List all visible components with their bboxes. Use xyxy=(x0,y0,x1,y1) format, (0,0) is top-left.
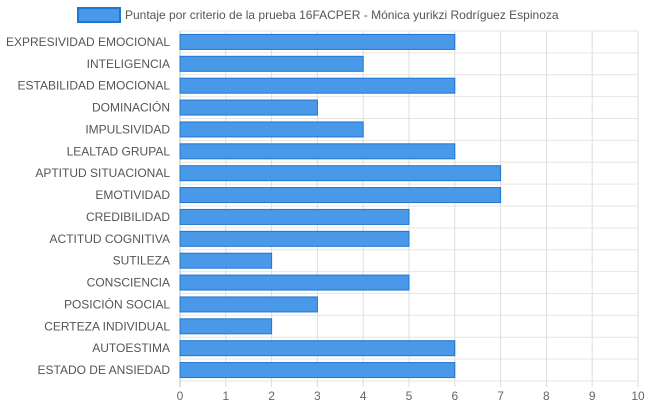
x-tick-label: 7 xyxy=(497,389,504,403)
x-axis-tick-labels: 0 1 2 3 4 5 6 7 8 9 10 xyxy=(177,389,645,403)
category-label: SUTILEZA xyxy=(113,254,170,268)
category-label: DOMINACIÓN xyxy=(92,100,170,115)
bar[interactable] xyxy=(179,121,364,138)
category-label: APTITUD SITUACIONAL xyxy=(35,166,170,180)
bar[interactable] xyxy=(179,55,364,72)
bar[interactable] xyxy=(179,77,456,94)
category-label: EMOTIVIDAD xyxy=(95,188,170,202)
bar[interactable] xyxy=(179,99,318,116)
bar[interactable] xyxy=(179,318,273,335)
legend[interactable]: Puntaje por criterio de la prueba 16FACP… xyxy=(77,7,559,23)
bars xyxy=(179,33,502,379)
x-tick-label: 0 xyxy=(177,389,184,403)
x-tick-label: 10 xyxy=(631,389,645,403)
bar[interactable] xyxy=(179,230,410,247)
category-label: CERTEZA INDIVIDUAL xyxy=(44,319,170,333)
x-tick-label: 8 xyxy=(543,389,550,403)
legend-label: Puntaje por criterio de la prueba 16FACP… xyxy=(125,8,559,22)
category-labels: EXPRESIVIDAD EMOCIONAL INTELIGENCIA ESTABI… xyxy=(6,35,170,377)
bar[interactable] xyxy=(179,296,318,313)
bar[interactable] xyxy=(179,340,456,357)
category-label: CREDIBILIDAD xyxy=(86,210,170,224)
category-label: LEALTAD GRUPAL xyxy=(67,144,171,158)
bar[interactable] xyxy=(179,274,410,291)
legend-swatch[interactable] xyxy=(77,7,121,23)
category-label: EXPRESIVIDAD EMOCIONAL xyxy=(6,35,170,49)
x-tick-label: 9 xyxy=(589,389,596,403)
category-label: POSICIÓN SOCIAL xyxy=(64,296,170,311)
bar[interactable] xyxy=(179,187,502,204)
x-tick-label: 1 xyxy=(222,389,229,403)
category-label: INTELIGENCIA xyxy=(87,57,170,71)
category-label: AUTOESTIMA xyxy=(92,341,170,355)
x-tick-label: 5 xyxy=(406,389,413,403)
category-label: CONSCIENCIA xyxy=(87,276,170,290)
bar[interactable] xyxy=(179,33,456,50)
x-tick-label: 2 xyxy=(268,389,275,403)
bar[interactable] xyxy=(179,252,273,269)
bar[interactable] xyxy=(179,165,502,182)
category-label: IMPULSIVIDAD xyxy=(85,122,170,136)
category-label: ESTADO DE ANSIEDAD xyxy=(38,363,171,377)
x-tick-label: 6 xyxy=(451,389,458,403)
bar[interactable] xyxy=(179,362,456,379)
bar[interactable] xyxy=(179,143,456,160)
category-label: ESTABILIDAD EMOCIONAL xyxy=(18,79,171,93)
bar[interactable] xyxy=(179,208,410,225)
x-tick-label: 4 xyxy=(360,389,367,403)
x-tick-label: 3 xyxy=(314,389,321,403)
category-label: ACTITUD COGNITIVA xyxy=(50,232,170,246)
